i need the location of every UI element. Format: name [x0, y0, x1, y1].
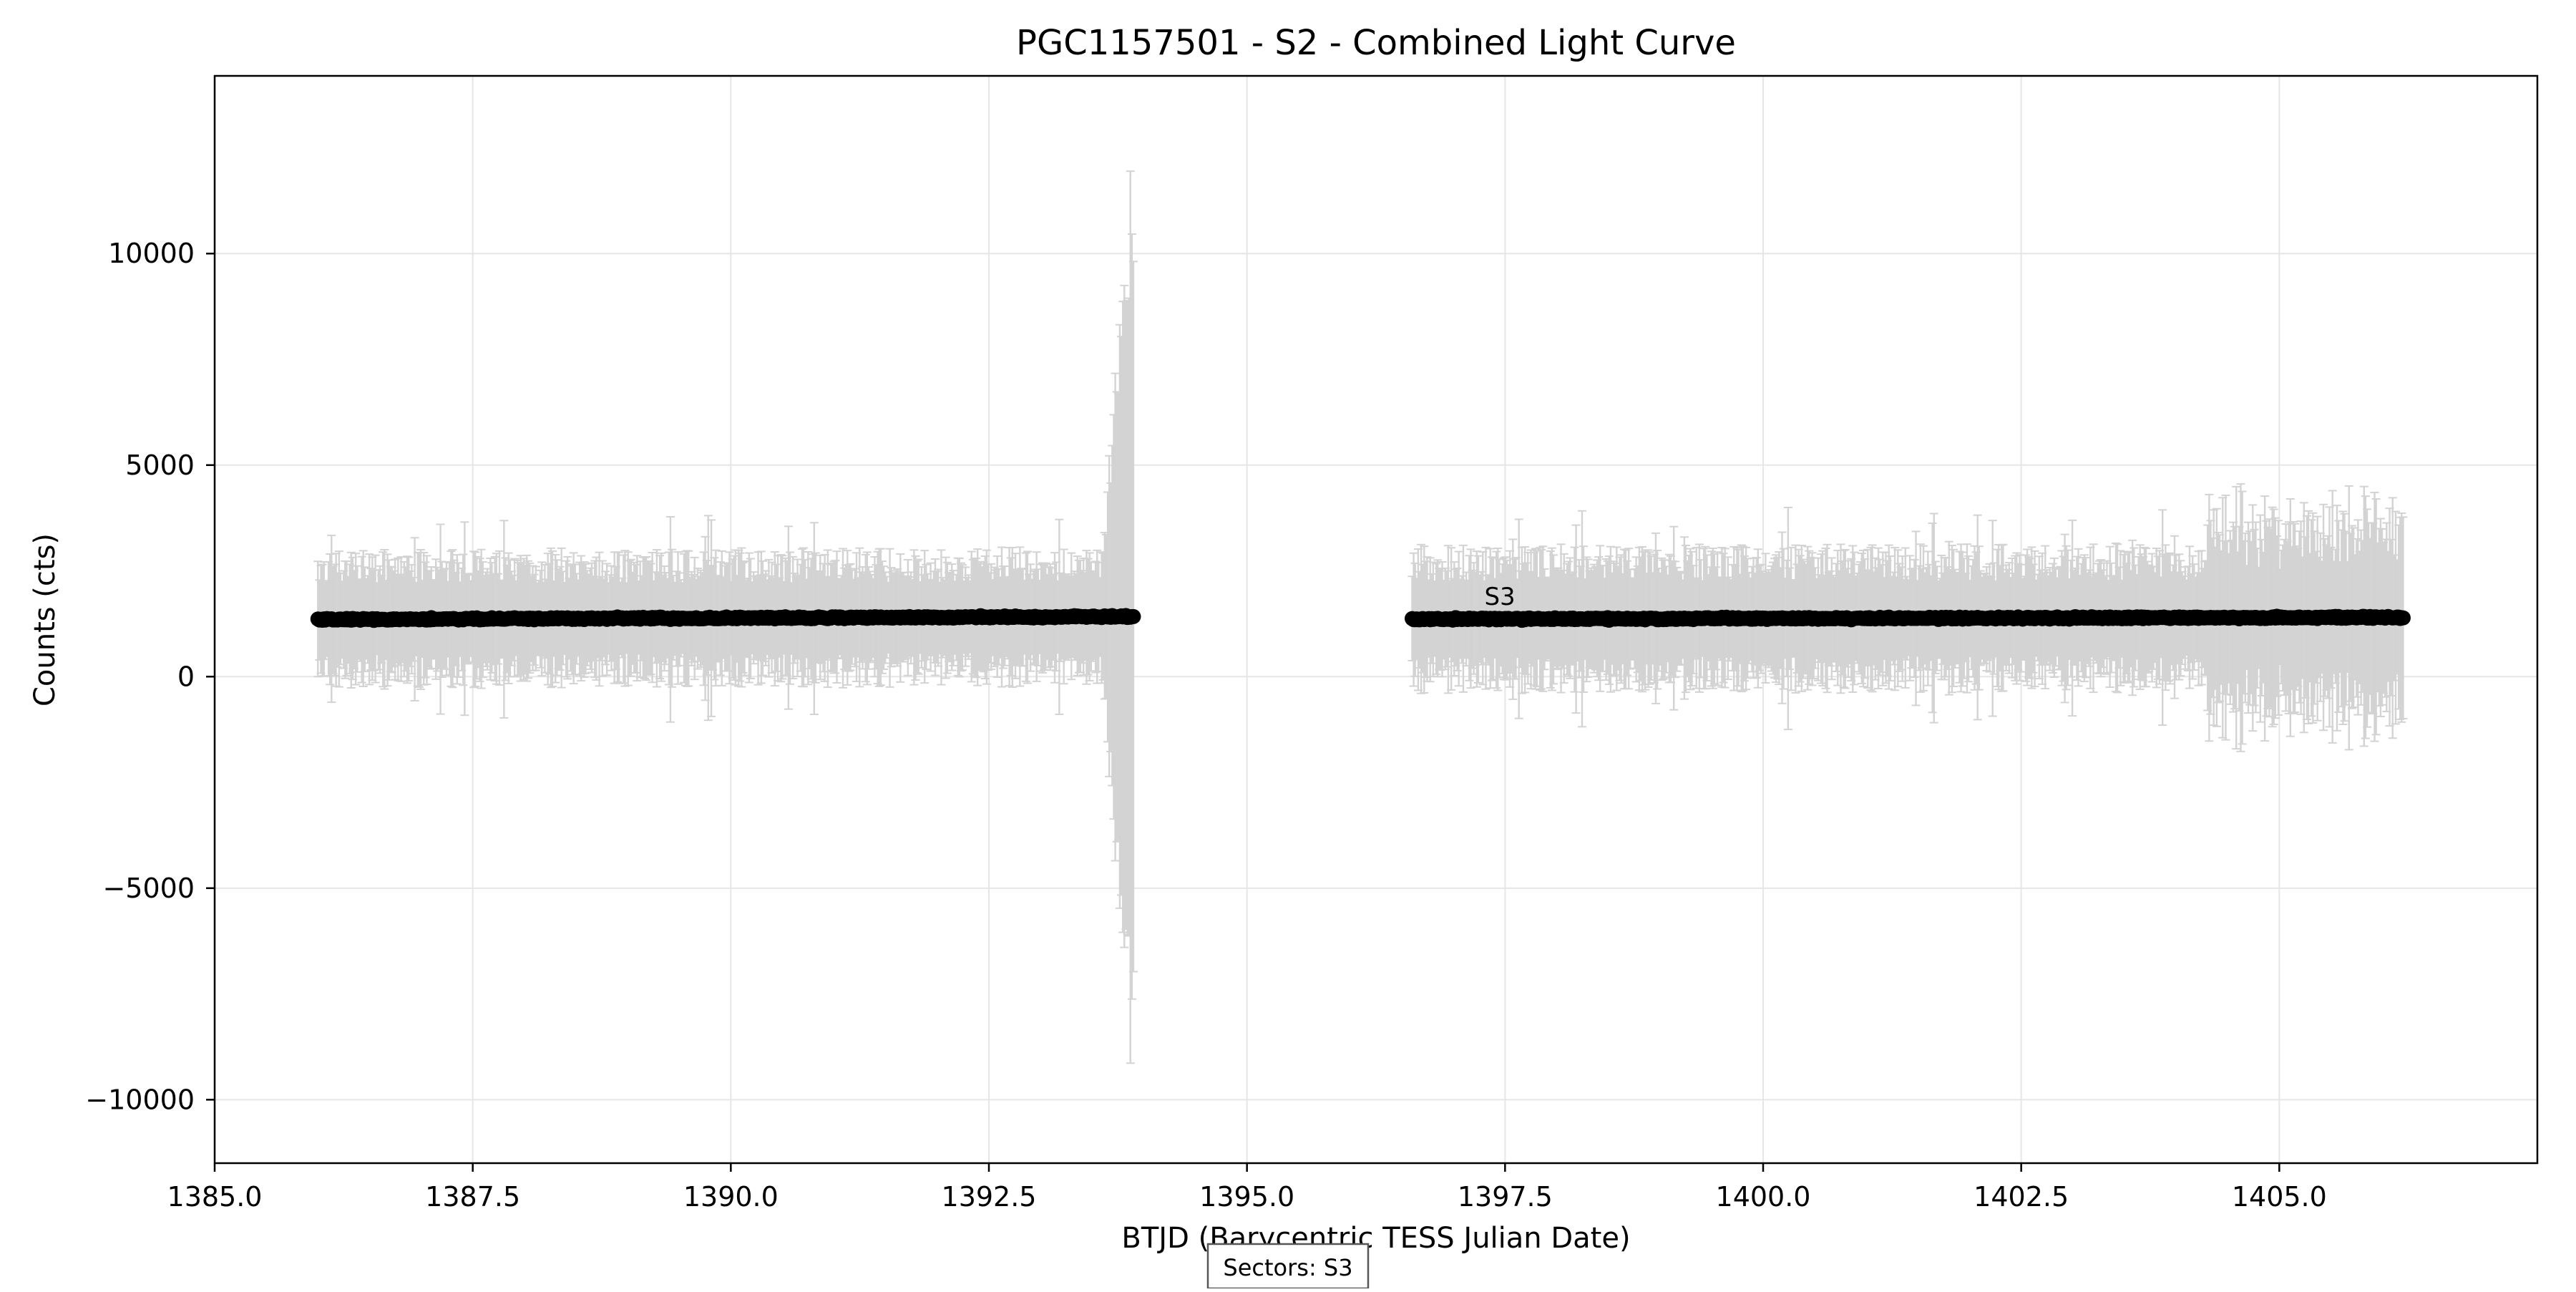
- y-tick-label: 0: [177, 661, 195, 692]
- y-tick-label: −10000: [85, 1084, 195, 1115]
- y-tick-label: 5000: [125, 450, 195, 481]
- x-tick-label: 1395.0: [1199, 1181, 1294, 1213]
- x-tick-label: 1402.5: [1974, 1181, 2069, 1213]
- sectors-footer-text: Sectors: S3: [1223, 1254, 1352, 1281]
- sector-annotation: S3: [1484, 583, 1515, 611]
- y-axis-label: Counts (cts): [29, 533, 62, 706]
- x-tick-label: 1392.5: [942, 1181, 1037, 1213]
- x-axis-label: BTJD (Barycentric TESS Julian Date): [1121, 1222, 1630, 1255]
- data-points: [310, 608, 2411, 628]
- sectors-footer-box: [1206, 1243, 1370, 1290]
- x-tick-label: 1387.5: [425, 1181, 520, 1213]
- y-tick-label: 10000: [108, 238, 195, 269]
- x-tick-label: 1400.0: [1716, 1181, 1811, 1213]
- axis-ticks: 1385.0 1387.5 1390.0 1392.5 1395.0 1397.5 1400…: [85, 238, 2327, 1213]
- x-tick-label: 1385.0: [167, 1181, 263, 1213]
- x-tick-label: 1405.0: [2232, 1181, 2327, 1213]
- data-point: [1126, 608, 1141, 624]
- plot-frame: [213, 74, 2539, 1165]
- x-tick-label: 1390.0: [683, 1181, 779, 1213]
- data-point: [2395, 610, 2411, 626]
- x-tick-label: 1397.5: [1458, 1181, 1553, 1213]
- chart-title: PGC1157501 - S2 - Combined Light Curve: [1016, 23, 1736, 63]
- y-tick-label: −5000: [102, 873, 195, 904]
